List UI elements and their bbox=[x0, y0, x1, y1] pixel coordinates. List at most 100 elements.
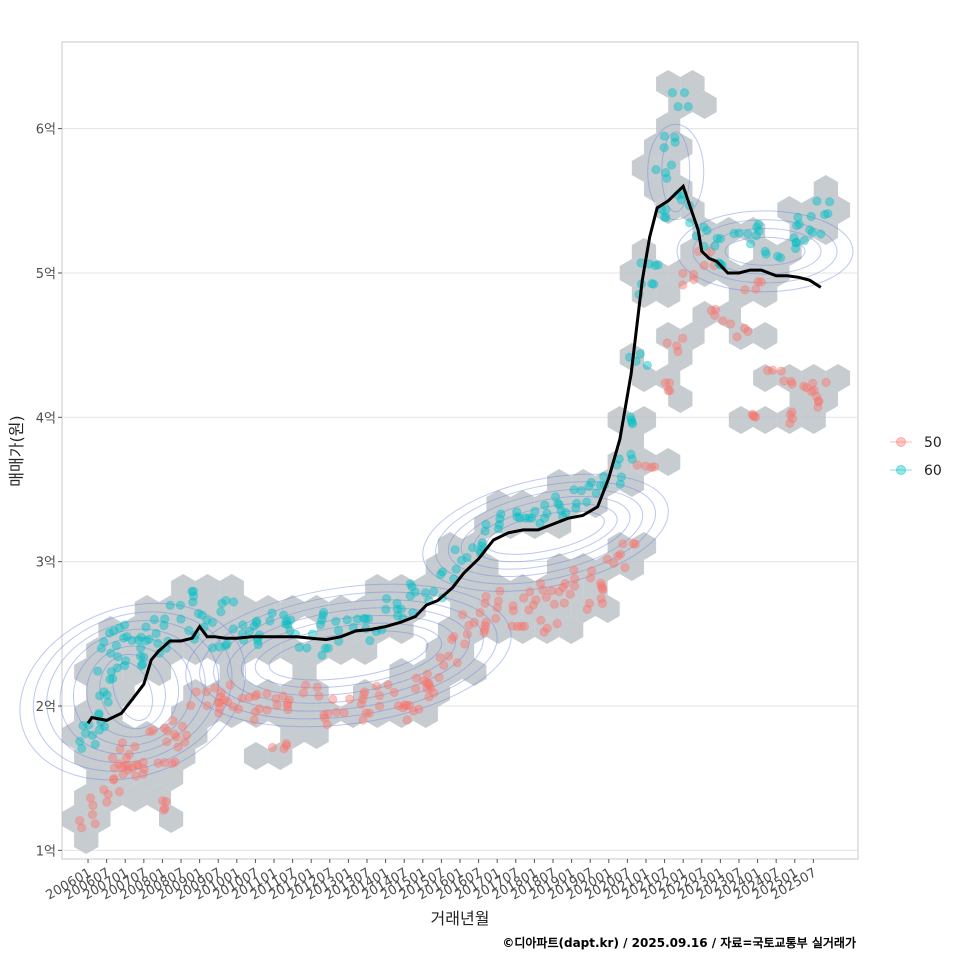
point-50 bbox=[114, 759, 124, 769]
hex-bin bbox=[268, 700, 293, 728]
point-60 bbox=[515, 513, 525, 523]
hex-bin bbox=[777, 364, 802, 392]
hex-bin bbox=[171, 616, 196, 644]
point-50 bbox=[569, 581, 580, 591]
point-50 bbox=[747, 409, 758, 419]
point-60 bbox=[93, 666, 103, 676]
point-50 bbox=[161, 796, 171, 807]
point-60 bbox=[228, 624, 239, 634]
point-60 bbox=[451, 564, 461, 574]
point-60 bbox=[659, 143, 669, 153]
point-50 bbox=[424, 680, 434, 690]
point-50 bbox=[422, 683, 432, 694]
point-60 bbox=[365, 635, 375, 646]
hex-bin bbox=[74, 826, 99, 854]
hex-bin bbox=[159, 763, 184, 791]
point-60 bbox=[122, 632, 132, 642]
point-50 bbox=[398, 703, 408, 713]
density-contour bbox=[199, 591, 498, 720]
hex-bin bbox=[595, 595, 620, 623]
point-50 bbox=[422, 678, 432, 688]
point-60 bbox=[659, 212, 670, 223]
hex-bin bbox=[631, 154, 657, 182]
density-contour bbox=[59, 628, 206, 755]
point-60 bbox=[396, 604, 406, 614]
point-50 bbox=[524, 605, 534, 615]
point-50 bbox=[597, 598, 608, 609]
density-contour bbox=[647, 123, 705, 221]
point-60 bbox=[135, 651, 146, 662]
point-60 bbox=[392, 611, 403, 621]
point-50 bbox=[519, 593, 529, 603]
point-60 bbox=[539, 513, 550, 523]
hex-bin bbox=[777, 406, 802, 434]
point-60 bbox=[202, 615, 212, 625]
point-60 bbox=[761, 249, 771, 259]
point-50 bbox=[77, 823, 87, 833]
point-50 bbox=[787, 379, 797, 389]
point-60 bbox=[751, 230, 761, 241]
point-60 bbox=[477, 538, 487, 548]
x-axis-ticks: 2006012006072007012007072008012008072009… bbox=[44, 859, 819, 903]
point-50 bbox=[753, 277, 763, 287]
point-60 bbox=[456, 555, 467, 566]
point-60 bbox=[238, 620, 248, 630]
point-50 bbox=[223, 697, 233, 707]
hex-bin bbox=[377, 595, 402, 623]
point-50 bbox=[628, 538, 638, 549]
point-60 bbox=[141, 636, 151, 646]
point-50 bbox=[570, 574, 580, 584]
hex-bin bbox=[74, 700, 99, 728]
point-60 bbox=[576, 485, 587, 496]
point-50 bbox=[214, 708, 224, 718]
point-50 bbox=[547, 586, 557, 596]
point-50 bbox=[525, 587, 535, 597]
hex-bin bbox=[231, 637, 256, 665]
point-50 bbox=[202, 701, 212, 711]
point-50 bbox=[364, 708, 374, 718]
hex-bin bbox=[510, 574, 535, 602]
point-60 bbox=[659, 131, 669, 141]
point-60 bbox=[571, 498, 582, 508]
point-50 bbox=[620, 562, 630, 573]
point-60 bbox=[462, 552, 472, 563]
point-50 bbox=[787, 414, 798, 424]
hex-bin bbox=[801, 406, 826, 434]
hex-bin bbox=[389, 574, 414, 602]
hex-bin bbox=[280, 679, 305, 707]
y-tick-label-2: 3억 bbox=[36, 556, 56, 571]
hex-bin bbox=[777, 238, 802, 266]
point-60 bbox=[221, 595, 231, 606]
point-50 bbox=[282, 700, 293, 711]
point-50 bbox=[153, 758, 163, 768]
point-50 bbox=[133, 760, 143, 770]
point-50 bbox=[429, 688, 439, 698]
point-50 bbox=[314, 691, 324, 701]
point-50 bbox=[597, 583, 607, 593]
point-50 bbox=[404, 700, 415, 711]
point-50 bbox=[244, 692, 254, 703]
point-50 bbox=[158, 796, 168, 806]
point-50 bbox=[278, 691, 288, 701]
density-contour bbox=[435, 481, 657, 585]
point-60 bbox=[265, 616, 275, 626]
point-60 bbox=[114, 623, 125, 633]
point-50 bbox=[646, 462, 657, 473]
point-50 bbox=[159, 758, 170, 768]
point-60 bbox=[527, 513, 537, 523]
point-50 bbox=[283, 705, 293, 715]
point-60 bbox=[160, 614, 170, 624]
hex-bin bbox=[656, 364, 681, 392]
point-60 bbox=[392, 604, 403, 614]
point-60 bbox=[754, 226, 764, 236]
point-50 bbox=[219, 695, 230, 705]
hex-bin bbox=[365, 616, 390, 644]
hex-bin bbox=[498, 595, 523, 623]
hex-bin bbox=[256, 679, 281, 707]
point-60 bbox=[133, 635, 144, 645]
y-tick-label-3: 4억 bbox=[36, 411, 56, 426]
point-60 bbox=[144, 634, 154, 644]
point-50 bbox=[173, 742, 183, 752]
hex-bin bbox=[389, 658, 414, 686]
hex-bin bbox=[753, 406, 778, 434]
